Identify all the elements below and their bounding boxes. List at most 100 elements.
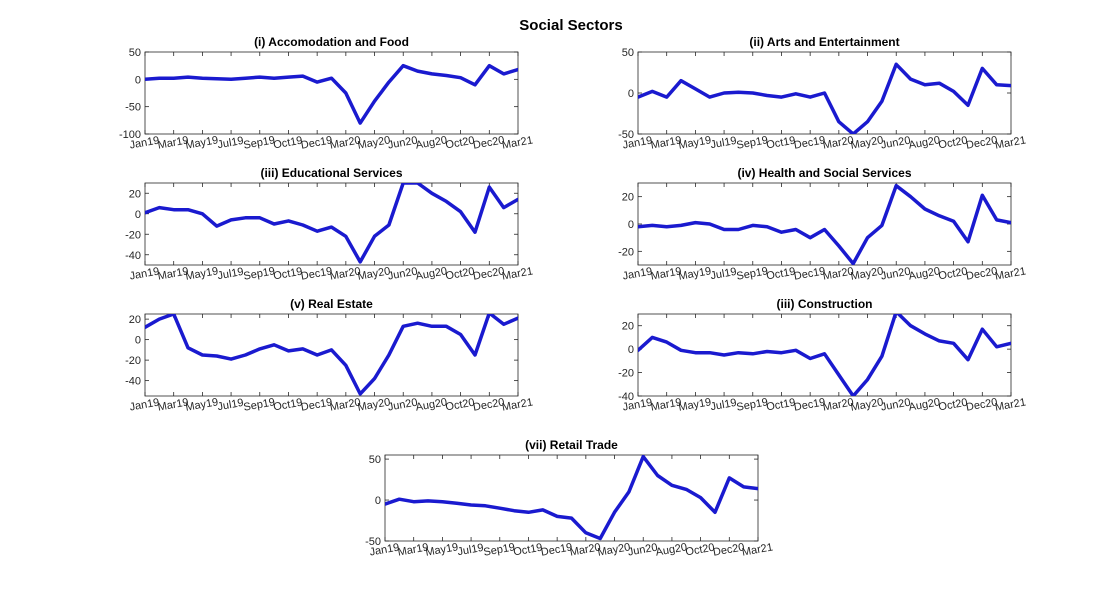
series-line [638,183,1011,265]
y-tick-label: -20 [618,368,634,380]
x-tick-label: Jul19 [710,135,738,151]
x-tick-label: May19 [678,396,713,414]
x-tick-label: Jul19 [457,542,485,558]
y-tick-label: -50 [618,129,634,141]
y-tick-label: 0 [628,88,634,100]
y-tick-label: 0 [135,335,141,347]
x-tick-label: May20 [357,134,392,152]
x-tick-label: Jul19 [710,266,738,282]
panel-title: (iii) Construction [777,297,873,311]
x-tick-label: Jul19 [710,397,738,413]
x-tick-label: Jun20 [880,135,912,152]
x-tick-label: May20 [597,541,632,559]
x-tick-label: Mar19 [397,541,430,558]
x-tick-label: Aug20 [908,134,941,151]
x-tick-label: Dec19 [793,265,826,282]
panels-container: (i) Accomodation and Food -100 -50 0 50 Jan19… [119,35,1027,559]
x-tick-label: Jul19 [217,397,245,413]
x-tick-label: Mar19 [157,396,190,413]
x-tick-label: Jun20 [880,397,912,414]
chart-panel-2: (ii) Arts and Entertainment-50050Jan19Ma… [618,35,1027,152]
x-tick-label: Mar19 [650,396,683,413]
chart-panel-4: (iv) Health and Social Services -20 0 20 Jan… [618,166,1027,283]
x-tick-label: Jan19 [622,397,654,414]
x-tick-label: Mar19 [157,134,190,151]
x-tick-label: May19 [185,265,220,283]
panel-title: (iii) Educational Services [260,166,402,180]
x-tick-label: Oct20 [685,542,716,559]
axes-box [144,313,519,397]
x-tick-label: May19 [678,265,713,283]
y-tick-label: -50 [365,536,381,548]
x-tick-label: Dec19 [540,541,573,558]
x-tick-label: Dec20 [712,541,745,558]
x-tick-label: Mar21 [994,265,1027,282]
panel-title: (v) Real Estate [290,297,373,311]
y-tick-label: -20 [618,246,634,258]
x-tick-label: Mar21 [994,396,1027,413]
y-tick-label: -20 [125,355,141,367]
x-tick-label: Mar20 [329,134,362,151]
x-tick-label: Jan19 [129,397,161,414]
y-tick-label: 50 [622,47,634,59]
series-line [638,314,1011,396]
y-tick-label: 20 [129,314,141,326]
y-tick-label: -20 [125,229,141,241]
x-tick-label: Oct20 [445,397,476,414]
panel-title: (i) Accomodation and Food [254,35,409,49]
y-tick-label: 0 [628,344,634,356]
x-tick-label: May20 [850,265,885,283]
x-tick-label: Oct20 [938,397,969,414]
panel-title: (vii) Retail Trade [525,438,618,452]
x-tick-label: Jan19 [129,266,161,283]
y-tick-label: 0 [375,495,381,507]
chart-panel-6: (iii) Construction-40-20020Jan19Mar19May… [618,297,1027,414]
x-tick-label: Dec20 [472,265,505,282]
y-tick-label: -50 [125,102,141,114]
x-tick-label: Oct20 [938,266,969,283]
x-tick-label: Dec20 [965,265,998,282]
x-tick-label: Mar20 [822,396,855,413]
x-tick-label: Oct19 [765,135,796,152]
y-tick-label: 20 [129,188,141,200]
x-tick-label: Oct20 [445,266,476,283]
x-tick-label: Mar20 [822,265,855,282]
x-tick-label: Oct20 [445,135,476,152]
y-tick-label: 0 [135,74,141,86]
x-tick-label: Mar20 [569,541,602,558]
x-tick-label: Mar19 [650,265,683,282]
y-tick-label: 20 [622,192,634,204]
series-line [145,314,518,396]
x-tick-label: Jan19 [622,135,654,152]
x-tick-label: Dec19 [300,134,333,151]
x-tick-label: Mar21 [501,134,534,151]
x-tick-label: Mar21 [501,265,534,282]
series-line [638,62,1011,134]
x-tick-label: Oct19 [272,397,303,414]
x-tick-label: Dec20 [965,134,998,151]
x-tick-label: Jun20 [627,542,659,559]
y-tick-label: -40 [125,250,141,262]
x-tick-label: Mar20 [329,396,362,413]
x-tick-label: Oct20 [938,135,969,152]
x-tick-label: May19 [425,541,460,559]
y-tick-label: 50 [369,454,381,466]
x-tick-label: Jan19 [129,135,161,152]
x-tick-label: Dec20 [472,134,505,151]
panel-title: (iv) Health and Social Services [737,166,911,180]
y-tick-label: 0 [135,209,141,221]
x-tick-label: Mar19 [650,134,683,151]
x-tick-label: May20 [850,396,885,414]
x-tick-label: Mar20 [329,265,362,282]
x-tick-label: Oct19 [765,266,796,283]
x-tick-label: Jan19 [369,542,401,559]
x-tick-label: Oct19 [272,135,303,152]
x-tick-label: Aug20 [908,265,941,282]
x-tick-label: Mar21 [994,134,1027,151]
x-tick-label: Jun20 [387,397,419,414]
chart-panel-1: (i) Accomodation and Food -100 -50 0 50 Jan19… [119,35,534,152]
x-tick-label: Jun20 [880,266,912,283]
chart-panel-3: (iii) Educational Services -40 -20 0 20 Jan19… [125,166,534,283]
x-tick-label: Oct19 [512,542,543,559]
y-tick-label: 0 [628,219,634,231]
